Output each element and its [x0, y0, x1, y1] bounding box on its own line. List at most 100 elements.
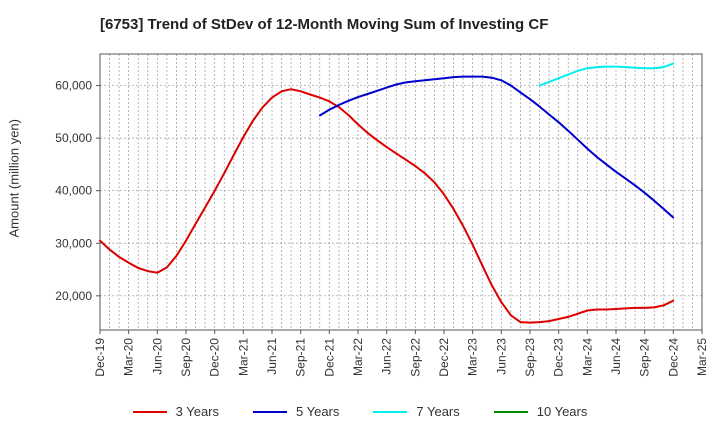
- data-point-5-years: [395, 83, 398, 86]
- data-point-5-years: [471, 75, 474, 78]
- y-tick-labels: 20,000 30,000 40,000 50,000 60,000: [55, 79, 100, 303]
- data-point-7-years: [605, 65, 608, 68]
- data-point-5-years: [624, 177, 627, 180]
- series-line-5-years: [319, 75, 674, 219]
- data-point-3-years: [175, 254, 178, 257]
- y-tick-label: 50,000: [55, 131, 92, 145]
- data-point-3-years: [462, 225, 465, 227]
- x-tick-label: Dec-23: [552, 338, 566, 377]
- data-point-5-years: [318, 114, 321, 117]
- legend-item-7-years: 7 Years: [373, 404, 460, 419]
- data-point-3-years: [634, 307, 637, 309]
- data-point-3-years: [213, 189, 216, 192]
- y-tick-label: 30,000: [55, 236, 92, 250]
- data-point-3-years: [185, 239, 187, 242]
- data-point-5-years: [490, 76, 493, 79]
- legend-item-10-years: 10 Years: [493, 404, 588, 419]
- data-point-5-years: [443, 77, 445, 80]
- data-point-5-years: [586, 147, 589, 150]
- legend-item-5-years: 5 Years: [253, 404, 339, 419]
- data-point-3-years: [251, 119, 254, 122]
- data-point-5-years: [538, 105, 541, 108]
- x-tick-label: Mar-25: [695, 338, 709, 376]
- data-point-3-years: [146, 270, 149, 273]
- data-point-5-years: [605, 163, 608, 166]
- data-point-7-years: [538, 84, 541, 87]
- legend-swatch-10-years: [493, 410, 528, 413]
- data-point-7-years: [634, 66, 637, 69]
- data-point-5-years: [337, 104, 340, 106]
- data-point-5-years: [557, 121, 560, 124]
- data-point-5-years: [452, 76, 455, 79]
- x-tick-label: Jun-23: [494, 338, 508, 375]
- data-point-3-years: [395, 152, 398, 155]
- legend-item-3-years: 3 Years: [132, 404, 219, 419]
- data-point-3-years: [204, 206, 207, 209]
- chart-title: [6753] Trend of StDev of 12-Month Moving…: [100, 16, 549, 33]
- data-point-5-years: [500, 79, 503, 82]
- x-tick-label: Jun-22: [380, 338, 394, 375]
- data-point-5-years: [548, 113, 551, 116]
- data-point-3-years: [118, 256, 121, 258]
- data-point-3-years: [605, 308, 608, 311]
- x-tick-label: Dec-24: [666, 338, 680, 377]
- data-point-5-years: [414, 80, 417, 83]
- legend-label-3-years: 3 Years: [175, 404, 219, 419]
- x-tick-label: Mar-24: [580, 338, 594, 376]
- data-point-3-years: [108, 248, 111, 251]
- data-point-3-years: [232, 154, 235, 156]
- y-tick-label: 40,000: [55, 184, 92, 198]
- data-point-5-years: [347, 99, 350, 102]
- data-point-5-years: [423, 79, 426, 82]
- x-tick-label: Jun-21: [265, 338, 279, 375]
- data-point-3-years: [519, 321, 522, 324]
- data-point-3-years: [376, 139, 379, 142]
- data-point-5-years: [567, 129, 570, 132]
- data-point-3-years: [615, 308, 617, 310]
- x-tick-label: Mar-20: [122, 338, 136, 376]
- data-point-5-years: [509, 84, 512, 87]
- data-point-3-years: [347, 114, 350, 116]
- x-tick-label: Dec-20: [208, 338, 222, 377]
- data-point-3-years: [643, 307, 646, 309]
- data-point-3-years: [404, 158, 407, 161]
- x-tick-label: Sep-23: [523, 338, 537, 377]
- data-point-5-years: [672, 216, 675, 219]
- data-point-5-years: [576, 138, 579, 141]
- data-point-5-years: [615, 170, 617, 173]
- data-point-3-years: [452, 208, 455, 210]
- plot-area-frame: [99, 53, 703, 331]
- data-point-5-years: [519, 91, 522, 94]
- data-point-3-years: [576, 312, 579, 315]
- data-point-5-years: [433, 78, 436, 81]
- data-point-7-years: [586, 67, 589, 70]
- data-point-3-years: [271, 96, 273, 99]
- data-point-3-years: [127, 261, 130, 264]
- legend-label-7-years: 7 Years: [416, 404, 460, 419]
- data-point-3-years: [433, 181, 436, 184]
- data-point-3-years: [318, 96, 321, 99]
- data-point-5-years: [643, 191, 646, 194]
- data-point-7-years: [557, 77, 560, 80]
- data-point-3-years: [500, 301, 503, 304]
- data-point-3-years: [557, 318, 560, 320]
- legend-swatch-5-years: [253, 410, 287, 413]
- data-point-3-years: [653, 306, 656, 309]
- data-point-3-years: [595, 308, 598, 311]
- grid-lines: [100, 54, 702, 330]
- data-point-3-years: [290, 88, 293, 91]
- x-tick-label: Sep-21: [294, 338, 308, 377]
- data-point-3-years: [423, 172, 426, 175]
- data-point-3-years: [280, 90, 283, 93]
- data-point-3-years: [194, 222, 197, 225]
- data-point-3-years: [586, 309, 589, 312]
- legend-label-10-years: 10 Years: [536, 404, 588, 419]
- data-point-3-years: [242, 136, 245, 138]
- data-point-3-years: [137, 267, 140, 269]
- legend-label-5-years: 5 Years: [296, 404, 340, 419]
- data-point-5-years: [595, 156, 598, 158]
- data-point-3-years: [538, 321, 541, 324]
- legend-swatch-3-years: [132, 410, 167, 413]
- data-point-5-years: [481, 75, 484, 78]
